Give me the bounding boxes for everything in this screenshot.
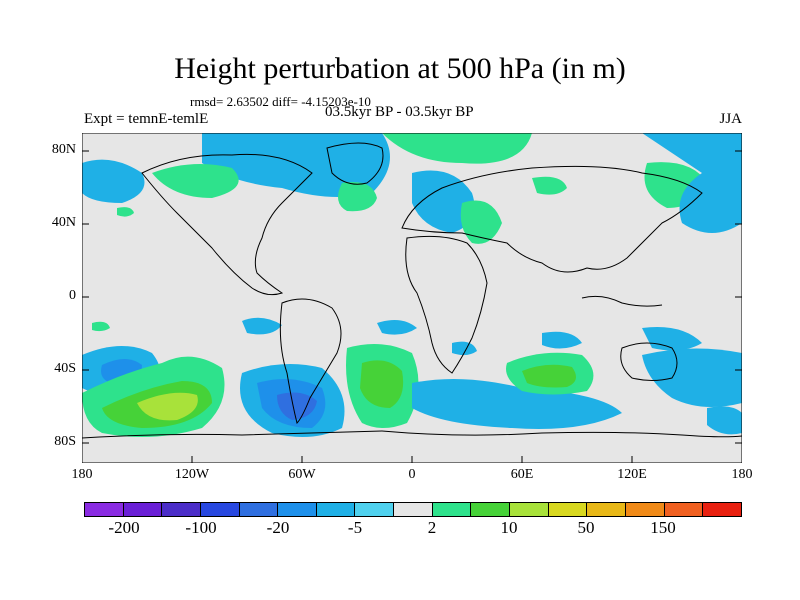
colorbar-swatch [394,503,433,516]
colorbar-swatch [625,503,665,516]
lon-label-180e: 180 [731,467,753,482]
coast-greenland [326,142,384,185]
lat-label-40n: 40N [51,215,76,230]
colorbar-swatch [587,503,626,516]
lat-label-40s: 40S [54,361,76,376]
experiment-label: Expt = temnE-temlE [84,111,209,127]
contour-atlantic-green [338,182,377,212]
colorbar-swatch [703,503,741,516]
contour-sam-blue-inner [277,392,317,420]
colorbar-swatch [85,503,124,516]
colorbar-label: 150 [650,518,676,537]
lat-label-80s: 80S [54,434,76,449]
contour-greenland-green [382,133,532,164]
coast-north-america [141,153,313,296]
colorbar-swatch [162,503,201,516]
colorbar-swatch [200,503,240,516]
coastlines [82,142,742,439]
contour-ne-green-small [117,207,134,217]
contour-s-blue-small [452,341,477,356]
period-label: 03.5kyr BP - 03.5kyr BP [325,104,474,120]
colorbar-swatch [664,503,704,516]
contour-spacific-yellow [137,392,198,421]
coast-australia [620,342,678,381]
lon-label-0: 0 [408,467,416,482]
colorbar-label: -100 [185,518,217,537]
lon-label-120e: 120E [617,467,647,482]
colorbar-label: 2 [427,518,437,537]
contour-mideast-green [460,200,502,244]
colorbar-label: -20 [266,518,290,537]
colorbar-label: -200 [108,518,140,537]
contour-nw-blue [82,159,145,203]
lat-label-0: 0 [69,288,76,303]
lat-label-80n: 80N [51,142,76,157]
colorbar-label: 50 [577,518,595,537]
contour-npacific-blue [642,133,742,233]
colorbar-swatch [510,503,549,516]
contour-se-blue-2 [707,406,742,435]
coast-indonesia [581,295,663,307]
contour-satlantic-green-inner [360,360,404,408]
coast-south-america [279,298,342,424]
colorbar-swatch [239,503,279,516]
colorbar-swatch [471,503,511,516]
contour-europe-blue [412,170,475,233]
colorbar-swatch [316,503,356,516]
colorbar-label: 10 [500,518,518,537]
colorbar-swatch [432,503,472,516]
contour-tropical-blue-3 [542,331,582,349]
colorbar-swatch [355,503,395,516]
lon-label-60e: 60E [510,467,534,482]
contour-asia-green [532,176,567,195]
lon-label-60w: 60W [288,467,316,482]
colorbar-swatch [278,503,317,516]
contour-sindian-blue [412,379,622,429]
map-panel [82,133,742,463]
contour-tropical-blue-2 [377,319,417,335]
axis-ticks [82,150,742,463]
contour-canada-green [152,164,239,198]
stats-label: rmsd= 2.63502 diff= -4.15203e-10 [190,94,371,109]
coast-antarctica [82,430,742,439]
lon-label-180w: 180 [71,467,93,482]
coast-eurasia [401,165,703,273]
plot-title: Height perturbation at 500 hPa (in m) [174,52,626,85]
coast-africa [405,235,488,374]
contour-sindian-green-inner [522,364,576,388]
colorbar-swatch [123,503,163,516]
contour-tropical-blue-4 [642,327,702,351]
colorbar [84,502,742,517]
lon-label-120w: 120W [174,467,210,482]
contour-se-blue [642,348,742,407]
contour-tropical-blue-1 [242,317,282,335]
contour-tropical-green-1 [92,321,110,332]
colorbar-swatch [548,503,588,516]
season-label: JJA [719,111,742,127]
colorbar-label: -5 [347,518,363,537]
